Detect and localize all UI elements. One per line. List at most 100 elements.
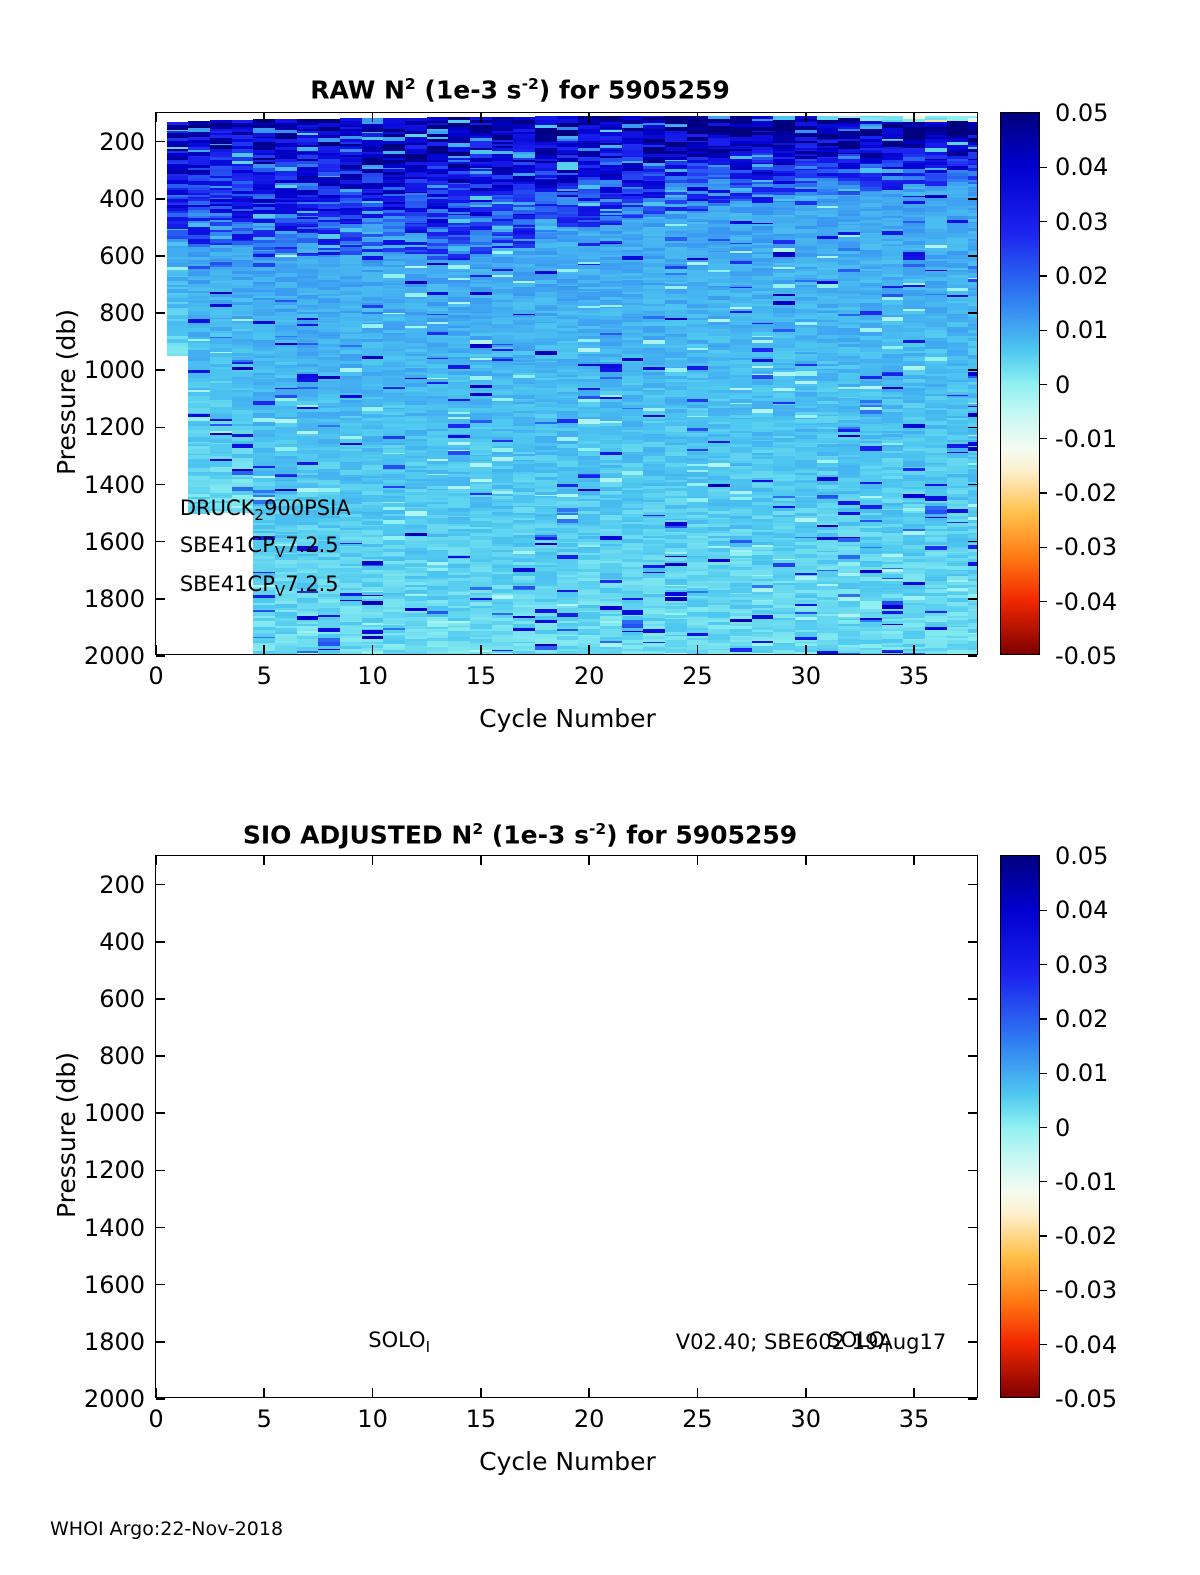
heatmap-column: [405, 113, 427, 654]
adjusted-x-tick-label: 30: [790, 1405, 821, 1433]
raw-y-tick-right: [968, 312, 977, 314]
heatmap-column: [924, 113, 947, 654]
adjusted-colorbar-label: 0.04: [1055, 896, 1108, 924]
raw-colorbar-label: -0.02: [1055, 479, 1117, 507]
adjusted-colorbar-label: 0: [1055, 1114, 1070, 1142]
adjusted-y-tick-right: [968, 998, 977, 1000]
raw-y-tick-label: 200: [99, 128, 145, 156]
adjusted-x-tick-label: 5: [257, 1405, 272, 1433]
raw-x-tick-label: 5: [257, 662, 272, 690]
heatmap-column: [773, 113, 795, 654]
heatmap-column: [491, 113, 514, 654]
heatmap-column: [751, 113, 774, 654]
adjusted-colorbar-tick: [1039, 1235, 1047, 1237]
adjusted-plot-axes[interactable]: 200 400 600 800 1000 1200 1400 1600 1800 2000 0 5 10…: [52, 855, 978, 1476]
raw-x-tick-top: [155, 113, 157, 122]
heatmap-column: [275, 113, 297, 654]
raw-x-axis-title: Cycle Number: [156, 704, 979, 733]
raw-y-tick-right: [968, 598, 977, 600]
adjusted-y-tick: [156, 1398, 165, 1400]
adjusted-colorbar-tick: [1039, 1072, 1047, 1074]
adjusted-x-tick-label: 0: [148, 1405, 163, 1433]
heatmap-column: [296, 113, 319, 654]
adjusted-y-tick-right: [968, 940, 977, 943]
adjusted-y-tick-label: 1000: [84, 1099, 145, 1127]
heatmap-column: [318, 113, 341, 654]
raw-colorbar-tick: [1039, 383, 1047, 386]
adjusted-y-tick-label: 800: [99, 1042, 145, 1070]
raw-x-tick-top: [371, 113, 374, 122]
raw-x-tick-top: [913, 113, 915, 122]
adjusted-y-tick-right: [968, 883, 977, 886]
heatmap-column: [556, 113, 579, 654]
adjusted-y-tick-right: [968, 1112, 977, 1114]
adjusted-y-tick: [156, 1055, 165, 1057]
adjusted-colorbar-tick: [1039, 963, 1047, 966]
adjusted-heatmap-canvas: [156, 856, 977, 1397]
raw-colorbar[interactable]: 0.05 0.04 0.03 0.02 0.01 0 -0.01 -0.02 -0.03 -0.0…: [1000, 99, 1117, 670]
adjusted-x-tick: [155, 1388, 157, 1397]
raw-colorbar-tick: [1039, 492, 1047, 494]
raw-y-tick-label: 2000: [84, 642, 145, 670]
raw-plot-axes[interactable]: 200 400 600 800 1000 1200 1400 1600 1800 2000 0 5 10…: [52, 112, 978, 733]
adjusted-x-tick: [913, 1388, 915, 1397]
adjusted-y-axis-title: Pressure (db): [52, 1052, 81, 1218]
raw-x-tick: [480, 645, 482, 654]
adjusted-colorbar[interactable]: 0.05 0.04 0.03 0.02 0.01 0 -0.01 -0.02 -0.03 -0.0…: [1000, 842, 1117, 1413]
raw-colorbar-tick: [1039, 438, 1047, 440]
heatmap-column: [253, 113, 276, 654]
raw-colorbar-label: 0: [1055, 371, 1070, 399]
adjusted-y-tick: [156, 1226, 165, 1229]
adjusted-y-tick-label: 2000: [84, 1385, 145, 1413]
raw-colorbar-tick: [1039, 546, 1047, 549]
heatmap-column: [448, 113, 471, 654]
raw-colorbar-tick: [1039, 275, 1047, 277]
raw-y-tick-label: 1800: [84, 585, 145, 613]
raw-colorbar-tick: [1039, 601, 1047, 603]
adjusted-x-tick-top: [804, 856, 807, 865]
sbe41cp-label-2: SBE41CPV7.2.5: [180, 572, 339, 600]
heatmap-column: [881, 113, 904, 654]
heatmap-column: [361, 113, 384, 654]
raw-colorbar-label: 0.05: [1055, 99, 1108, 127]
adjusted-x-tick: [804, 1388, 807, 1397]
heatmap-column: [535, 113, 557, 654]
adjusted-y-tick: [156, 998, 165, 1000]
adjusted-y-tick-label: 1200: [84, 1156, 145, 1184]
raw-colorbar-label: 0.03: [1055, 208, 1108, 236]
raw-colorbar-label: -0.03: [1055, 533, 1117, 561]
sbe41cp-label-1: SBE41CPV7.2.5: [180, 533, 339, 561]
raw-colorbar-label: -0.05: [1055, 642, 1117, 670]
raw-x-tick-label: 10: [357, 662, 388, 690]
heatmap-column: [578, 113, 600, 654]
heatmap-column: [859, 113, 882, 654]
solo-label: SOLOI: [368, 1328, 430, 1356]
adjusted-x-axis-title: Cycle Number: [156, 1447, 979, 1476]
heatmap-column: [188, 113, 211, 654]
raw-colorbar-tick: [1039, 329, 1047, 331]
heatmap-column: [946, 113, 969, 654]
adjusted-y-tick-right: [968, 1169, 977, 1172]
adjusted-y-tick-label: 600: [99, 985, 145, 1013]
adjusted-colorbar-label: 0.01: [1055, 1059, 1108, 1087]
adjusted-colorbar-label: -0.01: [1055, 1168, 1117, 1196]
raw-y-tick-label: 600: [99, 242, 145, 270]
raw-x-tick-top: [588, 113, 590, 122]
heatmap-column: [231, 113, 254, 654]
adjusted-y-tick-right: [968, 1226, 977, 1229]
raw-x-tick: [804, 645, 807, 654]
heatmap-column: [513, 113, 535, 654]
raw-y-tick: [156, 426, 165, 429]
adjusted-x-tick-top: [480, 856, 482, 865]
adjusted-x-tick-label: 10: [357, 1405, 388, 1433]
raw-x-tick: [155, 645, 157, 654]
adjusted-y-tick: [156, 1283, 165, 1286]
heatmap-column: [426, 113, 449, 654]
raw-y-tick: [156, 598, 165, 600]
heatmap-column: [643, 113, 665, 654]
druck-label: DRUCK2900PSIA: [180, 496, 351, 524]
adjusted-colorbar-label: 0.05: [1055, 842, 1108, 870]
raw-y-tick: [156, 140, 165, 143]
adjusted-y-tick-label: 400: [99, 928, 145, 956]
adjusted-colorbar-label: 0.03: [1055, 951, 1108, 979]
